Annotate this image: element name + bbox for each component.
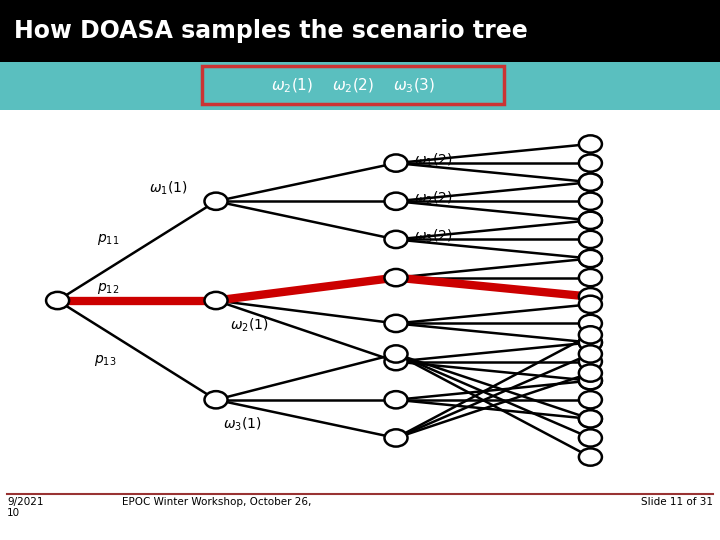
Circle shape bbox=[579, 334, 602, 351]
Circle shape bbox=[579, 212, 602, 229]
Circle shape bbox=[579, 334, 602, 351]
Circle shape bbox=[579, 173, 602, 191]
Text: $p_{11}$: $p_{11}$ bbox=[97, 232, 120, 247]
Circle shape bbox=[579, 315, 602, 332]
Text: $\omega_2(2)$: $\omega_2(2)$ bbox=[414, 190, 453, 207]
Text: Slide 11 of 31: Slide 11 of 31 bbox=[641, 497, 713, 507]
Circle shape bbox=[579, 250, 602, 267]
Circle shape bbox=[384, 429, 408, 447]
Circle shape bbox=[579, 269, 602, 286]
Text: $p_{12}$: $p_{12}$ bbox=[97, 281, 120, 296]
Circle shape bbox=[384, 391, 408, 408]
Circle shape bbox=[384, 353, 408, 370]
Circle shape bbox=[579, 410, 602, 428]
Circle shape bbox=[579, 326, 602, 343]
Text: $\omega_3(1)$: $\omega_3(1)$ bbox=[223, 416, 262, 434]
Circle shape bbox=[579, 212, 602, 229]
Circle shape bbox=[384, 231, 408, 248]
Circle shape bbox=[579, 231, 602, 248]
Circle shape bbox=[579, 391, 602, 408]
Text: 9/2021
10: 9/2021 10 bbox=[7, 497, 44, 518]
Circle shape bbox=[579, 193, 602, 210]
Text: $\omega_3(2)$: $\omega_3(2)$ bbox=[414, 228, 453, 245]
Circle shape bbox=[46, 292, 69, 309]
Text: $\omega_1(1)$: $\omega_1(1)$ bbox=[148, 179, 187, 197]
Circle shape bbox=[579, 288, 602, 305]
Circle shape bbox=[204, 391, 228, 408]
Circle shape bbox=[204, 292, 228, 309]
Circle shape bbox=[579, 429, 602, 447]
Circle shape bbox=[204, 193, 228, 210]
Circle shape bbox=[384, 193, 408, 210]
Circle shape bbox=[579, 296, 602, 313]
Text: EPOC Winter Workshop, October 26,: EPOC Winter Workshop, October 26, bbox=[122, 497, 312, 507]
Circle shape bbox=[579, 353, 602, 370]
Text: $p_{13}$: $p_{13}$ bbox=[94, 353, 116, 368]
Text: $\omega_2(1)$: $\omega_2(1)$ bbox=[230, 316, 269, 334]
Circle shape bbox=[579, 372, 602, 389]
Circle shape bbox=[579, 154, 602, 172]
Text: $\omega_2(1)$    $\omega_2(2)$    $\omega_3(3)$: $\omega_2(1)$ $\omega_2(2)$ $\omega_3(3)… bbox=[271, 77, 435, 95]
Circle shape bbox=[579, 250, 602, 267]
Text: How DOASA samples the scenario tree: How DOASA samples the scenario tree bbox=[14, 19, 528, 43]
FancyBboxPatch shape bbox=[0, 62, 720, 110]
Circle shape bbox=[579, 448, 602, 465]
FancyBboxPatch shape bbox=[0, 0, 720, 62]
Circle shape bbox=[579, 372, 602, 389]
Circle shape bbox=[579, 173, 602, 191]
Circle shape bbox=[579, 364, 602, 382]
Circle shape bbox=[384, 154, 408, 172]
Circle shape bbox=[384, 345, 408, 362]
Circle shape bbox=[579, 136, 602, 153]
Text: $\omega_1(2)$: $\omega_1(2)$ bbox=[414, 152, 453, 169]
Circle shape bbox=[579, 345, 602, 362]
Circle shape bbox=[384, 315, 408, 332]
Circle shape bbox=[579, 410, 602, 428]
Circle shape bbox=[384, 269, 408, 286]
